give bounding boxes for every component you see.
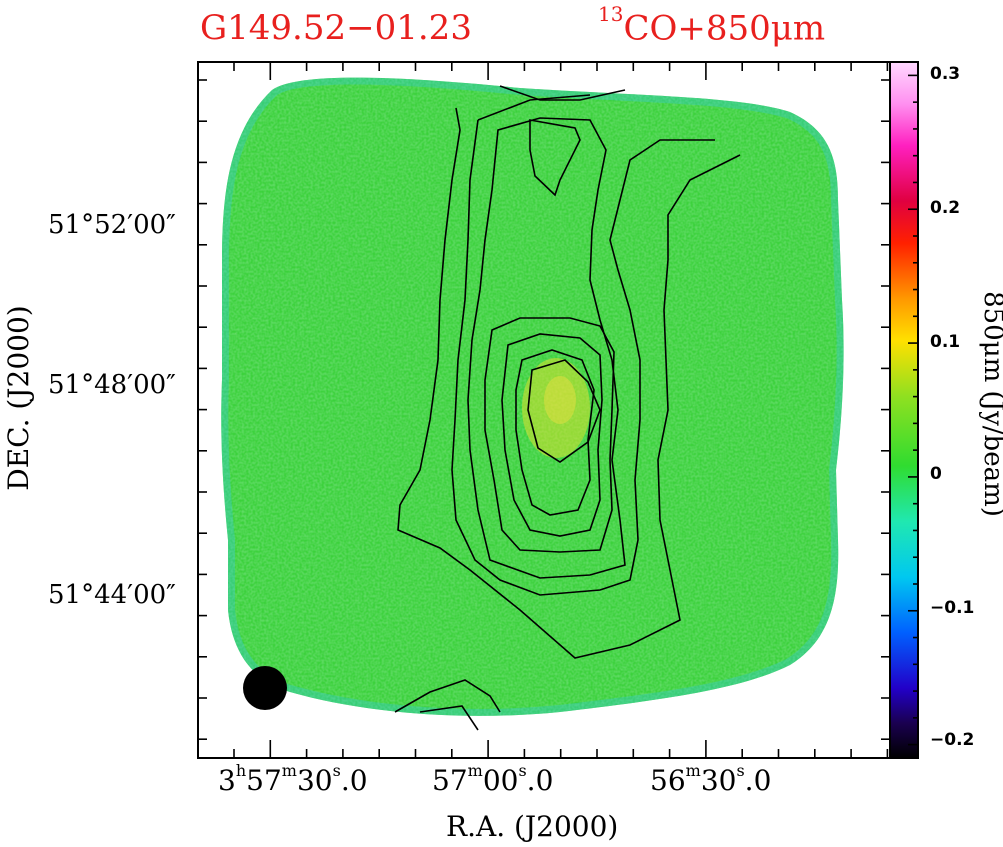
title-right-superscript: 13 xyxy=(598,2,624,26)
title-right-text: CO+850μm xyxy=(623,8,826,49)
title-left: G149.52−01.23 xyxy=(200,8,472,48)
colorbar-frame xyxy=(889,61,919,759)
contour-bottom-fragment-1 xyxy=(394,679,501,713)
beam-marker xyxy=(243,666,287,710)
x-tick-label: 3h57m30s.0 xyxy=(218,760,368,797)
title-right: 13CO+850μm xyxy=(598,2,826,49)
contour-level-2 xyxy=(451,94,715,596)
contour-level-1 xyxy=(397,107,741,659)
colorbar-label: 850μm (Jy/beam) xyxy=(978,291,1003,517)
emission-peak xyxy=(522,358,590,458)
contour-level-7 xyxy=(515,349,595,516)
x-tick-label: 57m00s.0 xyxy=(432,760,554,797)
contour-group xyxy=(394,85,741,731)
colorbar xyxy=(890,62,918,758)
x-axis-label: R.A. (J2000) xyxy=(446,810,619,843)
contour-top-fragment xyxy=(499,85,626,101)
contour-level-5 xyxy=(484,317,615,553)
contour-bottom-fragment-2 xyxy=(419,705,479,731)
colorbar-tick-label: −0.1 xyxy=(930,598,975,618)
y-tick-label: 51°52′00″ xyxy=(48,210,176,240)
colorbar-tick-label: −0.2 xyxy=(930,730,975,750)
contour-level-3 xyxy=(467,117,626,579)
colorbar-ticks xyxy=(908,74,918,746)
y-axis-label: DEC. (J2000) xyxy=(2,305,35,491)
y-tick-label: 51°48′00″ xyxy=(48,370,176,400)
contour-level-6 xyxy=(501,333,603,537)
colorbar-tick-label: 0.3 xyxy=(930,64,961,84)
x-tick-label: 56m30s.0 xyxy=(650,760,772,797)
colorbar-tick-label: 0.1 xyxy=(930,332,961,352)
contour-level-8 xyxy=(527,359,601,463)
colorbar-tick-label: 0 xyxy=(930,464,942,484)
contour-level-4 xyxy=(529,119,581,197)
frame-ticks xyxy=(198,62,890,758)
intensity-map xyxy=(221,77,844,716)
colorbar-tick-label: 0.2 xyxy=(930,198,961,218)
y-tick-label: 51°44′00″ xyxy=(48,580,176,610)
